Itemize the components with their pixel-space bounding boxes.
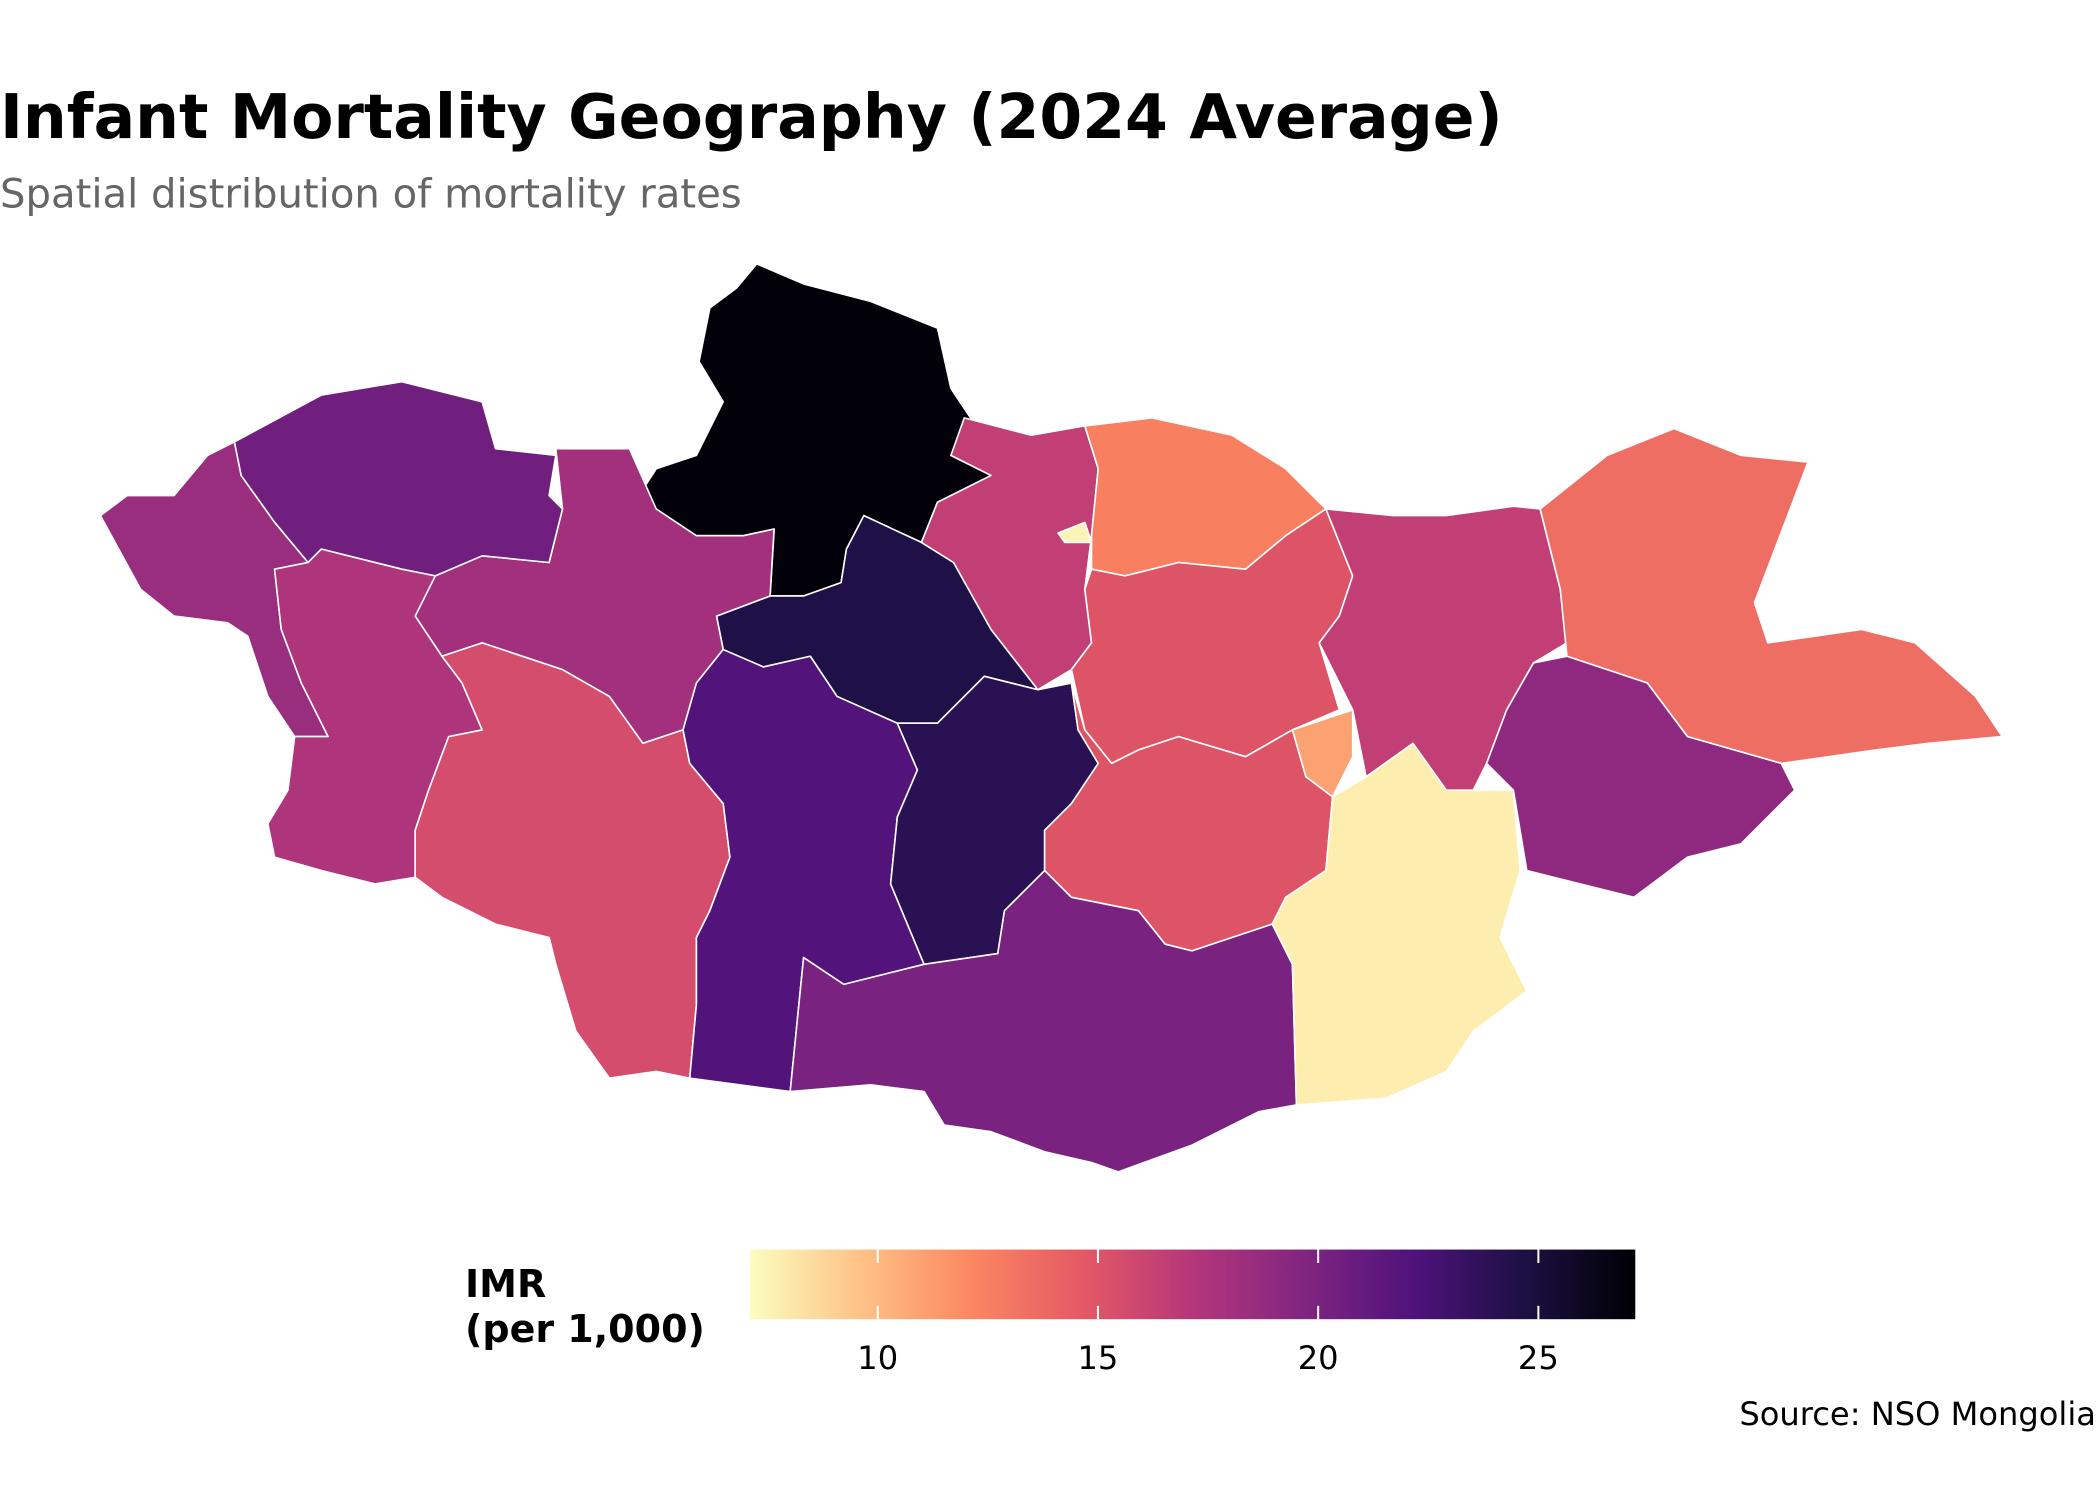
- colorbar: [750, 1249, 1636, 1320]
- region: [1485, 655, 1796, 899]
- subtitle: Spatial distribution of mortality rates: [0, 172, 742, 218]
- colorbar-tick-label: 15: [1077, 1339, 1118, 1377]
- region: [1057, 521, 1093, 544]
- colorbar-tick-label: 10: [857, 1339, 898, 1377]
- legend-title: IMR (per 1,000): [465, 1262, 705, 1351]
- region: [414, 642, 731, 1079]
- source: Source: NSO Mongolia: [1739, 1395, 2096, 1433]
- region: [1070, 508, 1354, 765]
- colorbar-tick-label: 20: [1298, 1339, 1339, 1377]
- region: [1271, 742, 1528, 1106]
- colorbar-tick-label: 25: [1518, 1339, 1559, 1377]
- title: Infant Mortality Geography (2024 Average…: [0, 81, 1503, 153]
